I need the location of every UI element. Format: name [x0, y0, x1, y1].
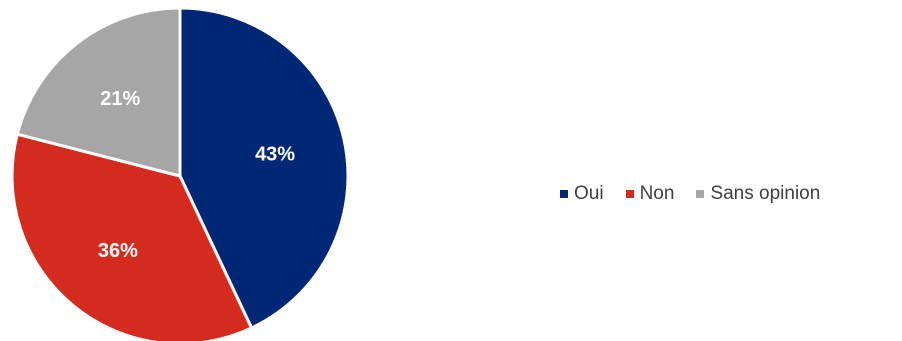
pie-slice-non — [10, 132, 254, 341]
pie-chart: 43% 36% 21% — [10, 6, 350, 341]
chart-legend: Oui Non Sans opinion — [560, 182, 820, 206]
pie-label-non: 36% — [98, 240, 138, 262]
legend-label-oui: Oui — [574, 183, 604, 204]
pie-label-oui: 43% — [255, 144, 295, 166]
legend-swatch-sans-opinion — [696, 190, 705, 198]
legend-label-sans-opinion: Sans opinion — [710, 183, 821, 204]
legend-swatch-oui — [560, 190, 568, 198]
legend-item-non: Non — [625, 182, 675, 206]
legend-item-sans-opinion: Sans opinion — [696, 182, 820, 206]
pie-slice-oui — [178, 6, 350, 330]
legend-item-oui: Oui — [560, 182, 604, 206]
legend-label-non: Non — [639, 183, 675, 204]
pie-label-sans-opinion: 21% — [100, 88, 140, 110]
legend-swatch-non — [625, 190, 634, 198]
pie-slice-sans-opinion — [15, 6, 182, 178]
